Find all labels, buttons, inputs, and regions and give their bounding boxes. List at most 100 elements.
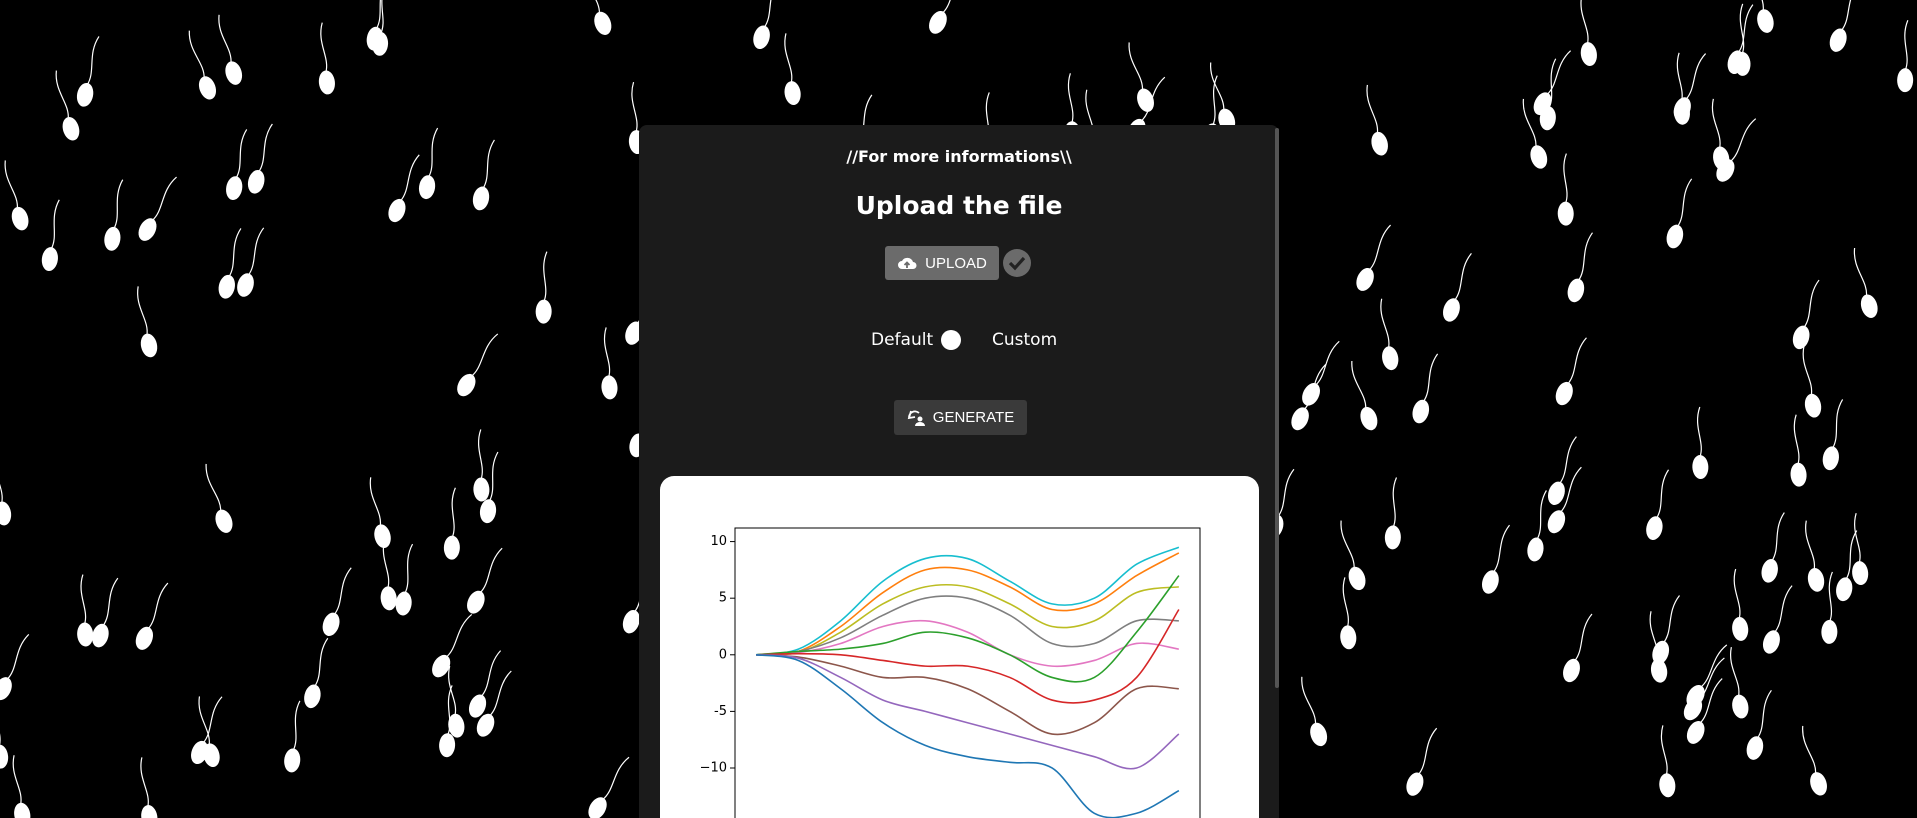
sperm-decoration	[1790, 414, 1807, 487]
tail	[1558, 436, 1577, 485]
title: Upload the file	[855, 191, 1063, 220]
check-icon	[1003, 249, 1031, 277]
sperm-decoration	[1340, 520, 1366, 591]
sperm-decoration	[191, 696, 223, 765]
tail	[198, 696, 210, 746]
tail	[1733, 568, 1741, 620]
sperm-decoration	[1805, 520, 1825, 592]
sperm-decoration	[1727, 4, 1754, 74]
sperm-decoration	[443, 487, 460, 560]
head	[1852, 561, 1869, 586]
sperm-decoration	[395, 543, 414, 616]
head	[318, 70, 335, 95]
head	[138, 218, 157, 241]
tail	[451, 487, 456, 538]
tail	[1392, 477, 1398, 528]
head	[218, 274, 235, 299]
toggle-knob[interactable]	[941, 330, 961, 350]
head	[1481, 570, 1499, 594]
tail	[375, 0, 387, 30]
tail	[1574, 613, 1593, 662]
tail	[1067, 73, 1074, 124]
head	[1761, 558, 1778, 583]
sperm-decoration	[1732, 568, 1749, 641]
tail	[1676, 52, 1683, 103]
head	[472, 186, 490, 211]
head	[1836, 577, 1853, 602]
tail	[292, 700, 301, 751]
sperm-decoration	[247, 123, 273, 194]
sperm-decoration	[1547, 436, 1577, 505]
head	[322, 612, 340, 636]
tail	[1212, 75, 1218, 126]
sperm-decoration	[1128, 42, 1154, 112]
tail	[188, 30, 205, 79]
series-line	[756, 552, 1180, 656]
tail	[1793, 414, 1800, 465]
tail	[1301, 676, 1317, 725]
chart-card: 10 5 0 -5 −10	[660, 476, 1259, 818]
head	[92, 623, 109, 648]
tail	[445, 613, 473, 658]
tail	[320, 22, 328, 73]
tail	[218, 14, 232, 64]
sperm-decoration	[135, 582, 169, 650]
tail	[1522, 98, 1537, 148]
head	[76, 82, 94, 107]
sperm-decoration	[1481, 524, 1510, 594]
tail	[247, 227, 265, 276]
head	[1340, 625, 1357, 650]
head	[1686, 684, 1705, 708]
head	[473, 477, 490, 502]
series-line	[756, 653, 1180, 818]
info-link[interactable]: //For more informations\\	[846, 147, 1072, 166]
sperm-decoration	[76, 36, 100, 107]
sperm-decoration	[1761, 512, 1785, 583]
head	[1563, 658, 1580, 683]
tail	[258, 123, 273, 173]
sperm-decoration	[318, 22, 335, 95]
tail	[102, 577, 119, 627]
tail	[1655, 469, 1670, 519]
head	[588, 797, 607, 818]
tail	[448, 665, 457, 716]
tail	[6, 633, 30, 680]
sperm-decoration	[1340, 577, 1357, 650]
head	[1356, 267, 1374, 291]
tail	[1737, 4, 1754, 53]
sperm-decoration	[1802, 346, 1822, 418]
sperm-decoration	[237, 227, 265, 297]
tail	[488, 451, 499, 502]
sperm-decoration	[753, 0, 780, 50]
tail	[631, 81, 638, 133]
tail	[1802, 725, 1817, 775]
tail	[1128, 42, 1144, 91]
head	[1137, 88, 1154, 112]
head	[1790, 462, 1807, 487]
sperm-decoration	[457, 333, 499, 397]
sperm-decoration	[473, 429, 490, 502]
tail	[1567, 337, 1587, 385]
axes-frame	[734, 527, 1201, 818]
head	[395, 591, 412, 616]
head	[1746, 736, 1764, 760]
tail	[137, 286, 148, 336]
tail	[1845, 530, 1858, 580]
tail	[55, 70, 69, 120]
generate-button[interactable]: GENERATE	[894, 400, 1027, 435]
head	[62, 117, 80, 141]
head	[104, 226, 121, 251]
sperm-decoration	[1646, 469, 1670, 540]
scrollbar[interactable]	[1275, 128, 1279, 688]
series-line	[756, 575, 1180, 683]
upload-button[interactable]: UPLOAD	[885, 246, 999, 280]
head	[1348, 566, 1366, 591]
tail	[784, 33, 793, 84]
head	[1732, 616, 1749, 641]
series-line	[756, 583, 1179, 656]
head	[135, 626, 153, 650]
tail	[1774, 585, 1793, 633]
head	[304, 684, 321, 709]
sperm-decoration	[1210, 62, 1236, 133]
